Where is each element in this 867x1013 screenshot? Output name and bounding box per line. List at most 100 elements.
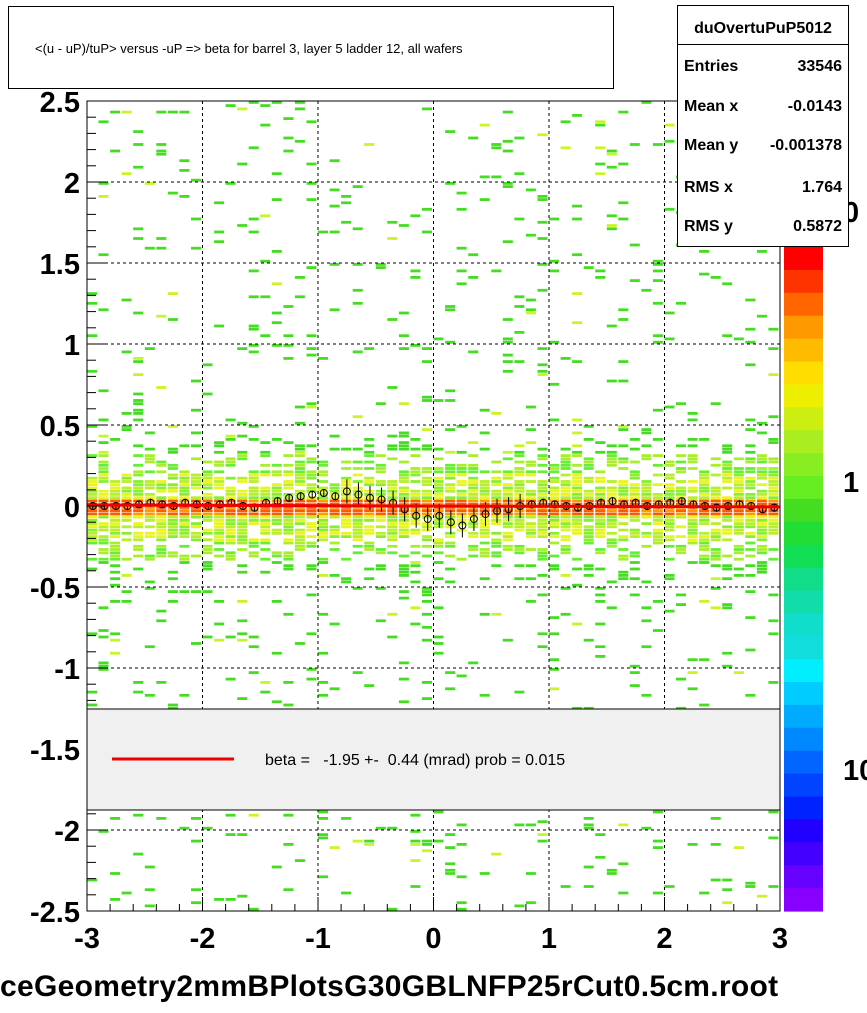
heatmap-cell: [133, 493, 144, 496]
heatmap-cell: [514, 551, 525, 555]
heatmap-cell: [687, 457, 698, 461]
heatmap-cell: [306, 473, 317, 477]
heatmap-cell: [768, 347, 779, 350]
heatmap-cell: [387, 220, 398, 224]
heatmap-cell: [514, 454, 525, 457]
heatmap-cell: [387, 434, 398, 438]
heatmap-cell: [87, 334, 97, 338]
heatmap-cell: [98, 661, 109, 665]
heatmap-cell: [271, 509, 282, 512]
heatmap-cell: [410, 502, 421, 506]
heatmap-cell: [710, 457, 721, 461]
heatmap-cell: [422, 512, 432, 516]
heatmap-cell: [456, 907, 467, 911]
heatmap-cell: [756, 512, 767, 516]
heatmap-cell: [699, 272, 710, 276]
heatmap-cell: [687, 525, 698, 529]
heatmap-cell: [525, 535, 536, 538]
heatmap-cell: [664, 519, 675, 522]
heatmap-cell: [537, 574, 548, 577]
heatmap-cell: [699, 470, 710, 474]
heatmap-cell: [179, 531, 190, 535]
heatmap-cell: [676, 677, 686, 681]
heatmap-cell: [525, 872, 536, 875]
heatmap-cell: [329, 188, 340, 192]
heatmap-cell: [433, 486, 444, 490]
heatmap-cell: [144, 557, 155, 561]
heatmap-cell: [225, 104, 236, 107]
heatmap-cell: [271, 483, 282, 487]
heatmap-cell: [179, 483, 190, 487]
heatmap-cell: [549, 493, 559, 496]
heatmap-cell: [422, 493, 432, 496]
heatmap-cell: [318, 817, 328, 820]
heatmap-cell: [341, 506, 352, 509]
heatmap-cell: [756, 528, 767, 532]
palette-swatch: [784, 384, 823, 408]
heatmap-cell: [191, 217, 201, 221]
heatmap-cell: [375, 499, 386, 503]
heatmap-cell: [572, 463, 583, 467]
heatmap-cell: [560, 538, 571, 542]
heatmap-cell: [502, 544, 513, 548]
heatmap-cell: [283, 522, 294, 525]
heatmap-cell: [595, 162, 606, 166]
x-tick-label: -3: [74, 923, 100, 955]
heatmap-cell: [595, 522, 606, 525]
heatmap-cell: [352, 522, 363, 525]
heatmap-cell: [618, 308, 629, 312]
heatmap-cell: [687, 489, 698, 493]
heatmap-cell: [560, 457, 571, 461]
heatmap-cell: [202, 470, 213, 474]
heatmap-cell: [468, 441, 479, 444]
heatmap-cell: [560, 447, 571, 451]
heatmap-cell: [652, 600, 663, 603]
heatmap-cell: [329, 515, 340, 519]
heatmap-cell: [468, 661, 479, 665]
heatmap-cell: [710, 512, 721, 516]
heatmap-cell: [237, 538, 248, 542]
heatmap-cell: [283, 117, 294, 120]
heatmap-cell: [745, 486, 756, 490]
heatmap-cell: [341, 476, 352, 480]
heatmap-cell: [525, 493, 536, 496]
heatmap-cell: [156, 548, 167, 551]
heatmap-cell: [618, 201, 629, 205]
heatmap-cell: [491, 499, 502, 503]
heatmap-cell: [283, 551, 294, 555]
heatmap-cell: [214, 496, 225, 500]
heatmap-cell: [687, 843, 698, 846]
heatmap-cell: [410, 551, 421, 555]
heatmap-cell: [572, 567, 583, 571]
heatmap-cell: [572, 470, 583, 474]
stats-value: 33546: [797, 58, 843, 75]
heatmap-cell: [537, 515, 548, 519]
heatmap-cell: [549, 467, 559, 470]
heatmap-cell: [652, 541, 663, 545]
heatmap-cell: [676, 470, 686, 474]
heatmap-cell: [502, 450, 513, 454]
heatmap-cell: [410, 622, 421, 626]
heatmap-cell: [179, 496, 190, 500]
heatmap-cell: [318, 486, 328, 490]
heatmap-cell: [214, 548, 225, 551]
heatmap-cell: [364, 512, 375, 516]
heatmap-cell: [710, 522, 721, 525]
profile-point: [319, 489, 328, 498]
heatmap-cell: [387, 499, 398, 503]
heatmap-cell: [271, 198, 282, 201]
heatmap-cell: [387, 318, 398, 321]
heatmap-cell: [491, 480, 502, 483]
heatmap-cell: [306, 535, 317, 538]
heatmap-cell: [768, 467, 779, 470]
palette-swatch: [784, 292, 823, 317]
heatmap-cell: [456, 467, 467, 470]
heatmap-cell: [110, 489, 121, 493]
heatmap-cell: [468, 554, 479, 558]
heatmap-cell: [641, 288, 652, 292]
heatmap-cell: [595, 535, 606, 538]
heatmap-cell: [525, 428, 536, 431]
heatmap-cell: [364, 839, 375, 843]
heatmap-cell: [710, 587, 721, 590]
heatmap-cell: [710, 493, 721, 496]
